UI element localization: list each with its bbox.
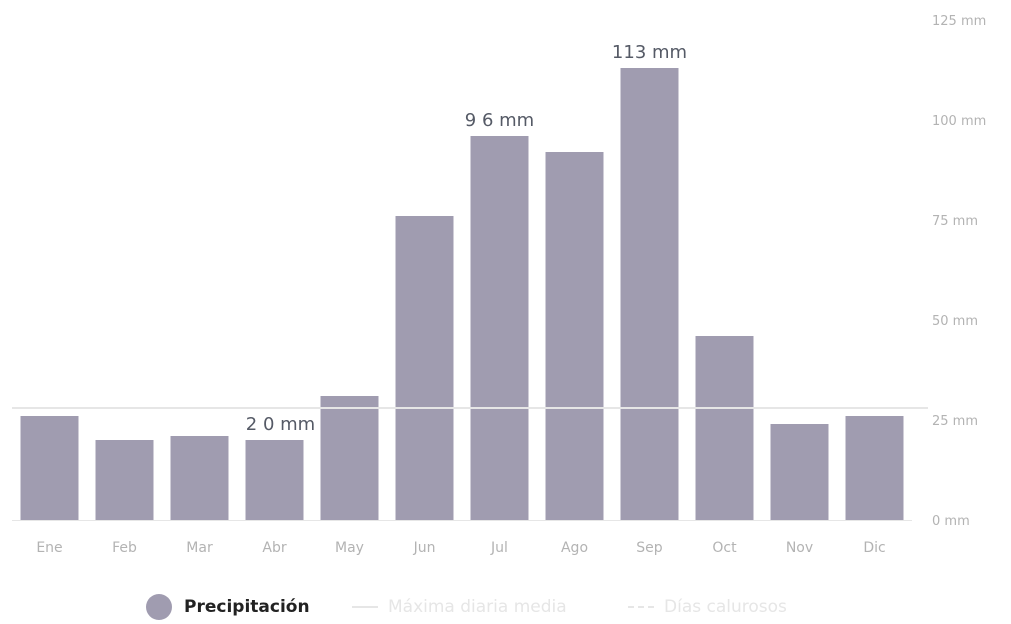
bar-jun [395, 216, 454, 520]
x-tick-sep: Sep [636, 540, 663, 556]
precipitation-chart: Ene Feb Mar Abr May Jun Jul Ago Sep Oct Nov Dic 0 m… [12, 14, 986, 556]
y-tick-0: 0 mm [932, 514, 970, 529]
bar-may [320, 396, 379, 520]
x-tick-nov: Nov [786, 540, 813, 556]
chart-legend: Precipitación Máxima diaria media Días c… [0, 590, 1011, 624]
bar-nov [770, 424, 829, 520]
legend-dash-icon [628, 606, 654, 608]
x-tick-dic: Dic [863, 540, 885, 556]
y-tick-50: 50 mm [932, 314, 978, 329]
y-tick-100: 100 mm [932, 114, 986, 129]
legend-item-dias-calurosos[interactable]: Días calurosos [628, 590, 787, 624]
bar-ene [20, 416, 79, 520]
data-label-jul: 9 6 mm [465, 110, 534, 131]
bar-dic [845, 416, 904, 520]
x-tick-ene: Ene [36, 540, 62, 556]
x-tick-jun: Jun [413, 540, 436, 556]
legend-item-precipitacion[interactable]: Precipitación [146, 590, 310, 624]
bar-feb [95, 440, 154, 520]
data-label-sep: 113 mm [612, 42, 687, 63]
x-tick-may: May [335, 540, 364, 556]
y-tick-25: 25 mm [932, 414, 978, 429]
y-tick-75: 75 mm [932, 214, 978, 229]
bar-jul [470, 136, 529, 520]
x-tick-jul: Jul [490, 540, 508, 556]
data-label-abr: 2 0 mm [246, 414, 315, 435]
bar-ago [545, 152, 604, 520]
legend-line-icon [352, 606, 378, 608]
legend-label-maxima-diaria-media: Máxima diaria media [388, 597, 567, 617]
legend-label-precipitacion: Precipitación [184, 597, 310, 617]
legend-label-dias-calurosos: Días calurosos [664, 597, 787, 617]
x-tick-feb: Feb [112, 540, 137, 556]
legend-swatch-precipitacion [146, 594, 172, 620]
x-tick-oct: Oct [712, 540, 737, 556]
bar-abr [245, 440, 304, 520]
bar-sep [620, 68, 679, 520]
y-tick-125: 125 mm [932, 14, 986, 29]
x-tick-abr: Abr [262, 540, 286, 556]
x-tick-mar: Mar [186, 540, 213, 556]
x-tick-ago: Ago [561, 540, 588, 556]
bar-oct [695, 336, 754, 520]
bar-mar [170, 436, 229, 520]
legend-item-maxima-diaria-media[interactable]: Máxima diaria media [352, 590, 567, 624]
